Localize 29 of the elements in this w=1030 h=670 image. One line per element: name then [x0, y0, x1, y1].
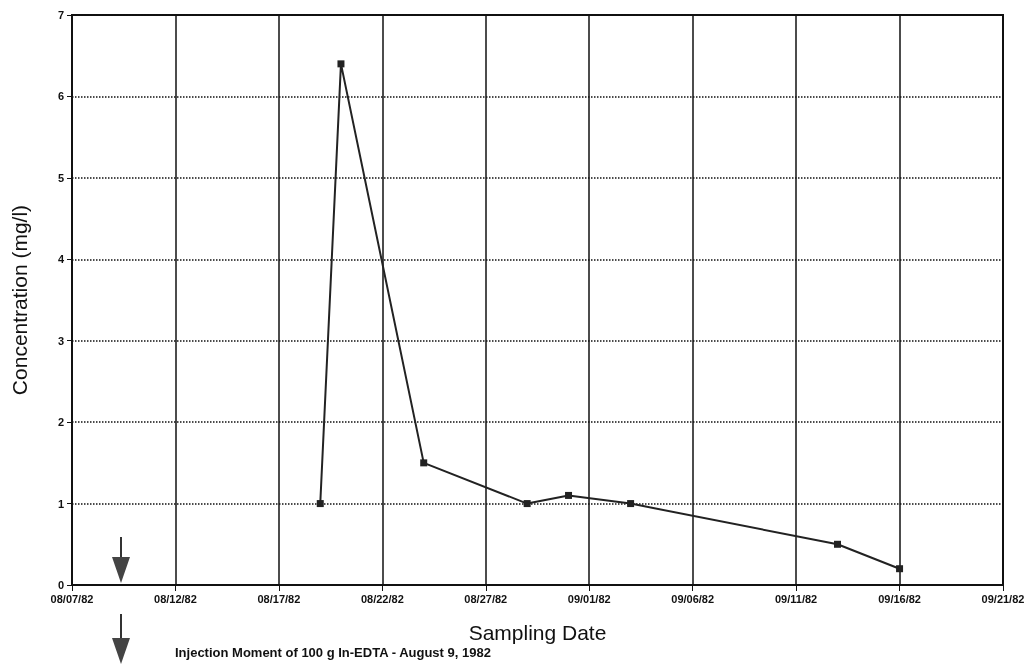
x-tick-label: 09/11/82: [775, 592, 818, 605]
point: [565, 491, 573, 499]
y-axis-title: Concentration (mg/l): [8, 204, 31, 396]
x-tick-label: 08/17/82: [257, 592, 301, 605]
x-axis-title: Sampling Date: [468, 621, 607, 644]
x-tick-label: 08/07/82: [50, 592, 94, 605]
x-tick-label: 09/06/82: [671, 592, 715, 605]
point: [316, 500, 324, 508]
y-tick-label: 4: [57, 253, 65, 266]
y-tick-label: 2: [57, 416, 64, 429]
x-tick-label: 09/21/82: [981, 592, 1025, 605]
point: [420, 459, 428, 467]
text: Injection Moment of 100 g In-EDTA - August 9, 1982: [175, 645, 491, 660]
x-tick-label: 09/16/82: [878, 592, 921, 605]
point: [627, 500, 635, 508]
y-tick-label: 0: [57, 579, 64, 591]
point: [896, 565, 904, 573]
y-tick-label: 1: [57, 497, 64, 510]
point: [337, 60, 345, 68]
y-tick-label: 6: [57, 90, 64, 103]
y-tick-label: 7: [57, 9, 64, 21]
x-tick-label: 08/22/82: [360, 592, 404, 605]
point: [523, 500, 531, 508]
y-tick-label: 5: [57, 171, 64, 184]
x-tick-label: 08/12/82: [154, 592, 197, 605]
point: [833, 540, 841, 548]
y-tick-label: 3: [57, 334, 64, 347]
x-tick-label: 08/27/82: [464, 592, 508, 605]
x-tick-label: 09/01/82: [567, 592, 611, 605]
